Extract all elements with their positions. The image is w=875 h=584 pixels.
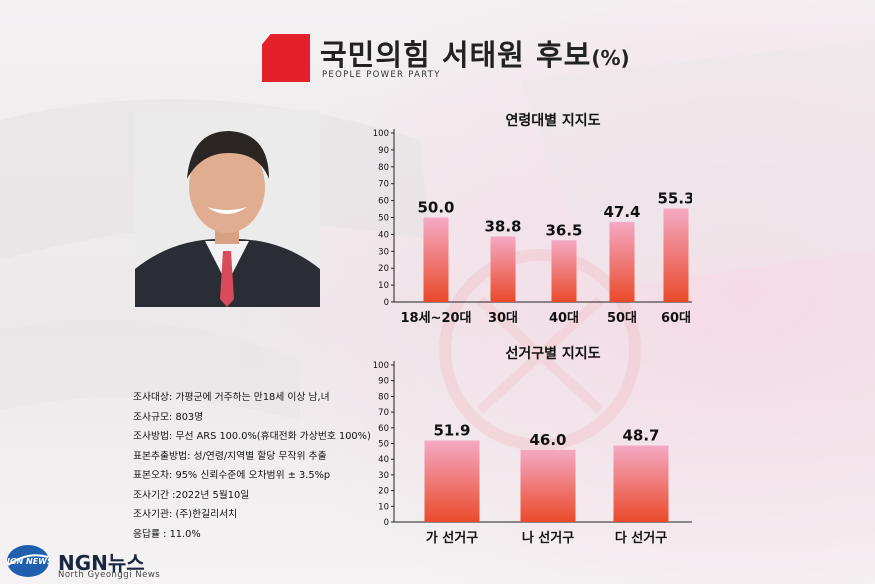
bar <box>424 440 480 522</box>
page-title: 국민의힘 서태원 후보(%) <box>320 32 630 74</box>
y-tick-label: 100 <box>373 129 389 139</box>
survey-info-line: 조사기관: (주)한길리서치 <box>133 509 238 520</box>
category-label: 40대 <box>549 311 579 323</box>
y-tick-label: 80 <box>378 163 389 173</box>
y-tick-label: 10 <box>378 502 389 512</box>
bar-value-label: 46.0 <box>529 431 566 449</box>
y-tick-label: 90 <box>378 146 389 156</box>
district-chart: 선거구별 지지도 0 10 20 30 40 50 60 70 80 90 100 51.9 가 선거구 4… <box>373 345 692 546</box>
y-tick-label: 100 <box>373 361 389 371</box>
brand-name: NGN뉴스 <box>58 551 145 575</box>
y-tick-label: 50 <box>378 440 389 450</box>
y-tick-label: 10 <box>378 281 389 291</box>
category-label: 가 선거구 <box>426 530 478 546</box>
bar-value-label: 36.5 <box>545 221 582 239</box>
y-tick-label: 90 <box>378 377 389 387</box>
age-group-chart: 연령대별 지지도 0 10 20 30 40 50 60 70 80 90 100 50.0 18세~20… <box>373 112 692 323</box>
category-label: 나 선거구 <box>522 530 574 546</box>
bar-value-label: 50.0 <box>417 199 454 217</box>
survey-info-line: 표본추출방법: 성/연령/지역별 할당 무작위 추출 <box>133 450 327 462</box>
y-tick-label: 50 <box>378 214 389 224</box>
survey-info-line: 조사규모: 803명 <box>133 411 204 423</box>
survey-info-line: 조사방법: 무선 ARS 100.0%(휴대전화 가상번호 100%) <box>133 431 371 442</box>
category-label: 18세~20대 <box>401 311 472 323</box>
y-tick-label: 20 <box>378 264 389 274</box>
survey-info-line: 조사대상: 가평군에 거주하는 만18세 이상 남,녀 <box>133 392 330 403</box>
survey-info: 조사대상: 가평군에 거주하는 만18세 이상 남,녀 조사규모: 803명 조… <box>133 388 371 544</box>
bar-value-label: 55.3 <box>657 190 692 208</box>
y-tick-label: 70 <box>378 180 389 190</box>
chart-title: 선거구별 지지도 <box>505 345 600 362</box>
bar-value-label: 47.4 <box>603 203 640 221</box>
bar <box>613 445 669 522</box>
bar <box>490 236 516 302</box>
y-tick-label: 0 <box>384 298 389 308</box>
chart-title: 연령대별 지지도 <box>505 112 600 129</box>
party-logo-icon <box>262 34 310 82</box>
bar <box>520 449 576 522</box>
y-tick-label: 20 <box>378 487 389 497</box>
y-tick-label: 0 <box>384 518 389 528</box>
bar <box>551 240 577 302</box>
category-label: 60대 <box>661 311 691 323</box>
y-tick-label: 30 <box>378 471 389 481</box>
y-tick-label: 30 <box>378 247 389 257</box>
category-label: 50대 <box>607 311 637 323</box>
bar-value-label: 51.9 <box>433 422 470 440</box>
bar <box>423 217 449 302</box>
survey-info-line: 응답률 : 11.0% <box>133 528 201 540</box>
bar-value-label: 48.7 <box>622 427 659 445</box>
brand-subtitle: North Gyeonggi News <box>58 570 161 580</box>
y-tick-label: 60 <box>378 424 389 434</box>
ngn-logo-icon: NGN NEWS <box>6 545 50 577</box>
survey-info-line: 표본오차: 95% 신뢰수준에 오차범위 ± 3.5%p <box>133 470 331 481</box>
title-text: 국민의힘 서태원 후보 <box>320 38 592 72</box>
y-tick-label: 80 <box>378 392 389 402</box>
y-tick-label: 40 <box>378 455 389 465</box>
category-label: 30대 <box>488 311 518 323</box>
party-name: PEOPLE POWER PARTY <box>322 70 441 80</box>
bar-value-label: 38.8 <box>484 217 521 235</box>
bar <box>609 221 635 302</box>
category-label: 다 선거구 <box>615 530 667 546</box>
bar <box>663 208 689 302</box>
y-tick-label: 60 <box>378 197 389 207</box>
y-tick-label: 70 <box>378 408 389 418</box>
y-tick-label: 40 <box>378 230 389 240</box>
title-unit: (%) <box>591 46 630 70</box>
candidate-photo <box>135 109 320 307</box>
survey-info-line: 조사기간 :2022년 5월10일 <box>133 489 250 501</box>
ngn-logo-text: NGN NEWS <box>6 557 50 566</box>
